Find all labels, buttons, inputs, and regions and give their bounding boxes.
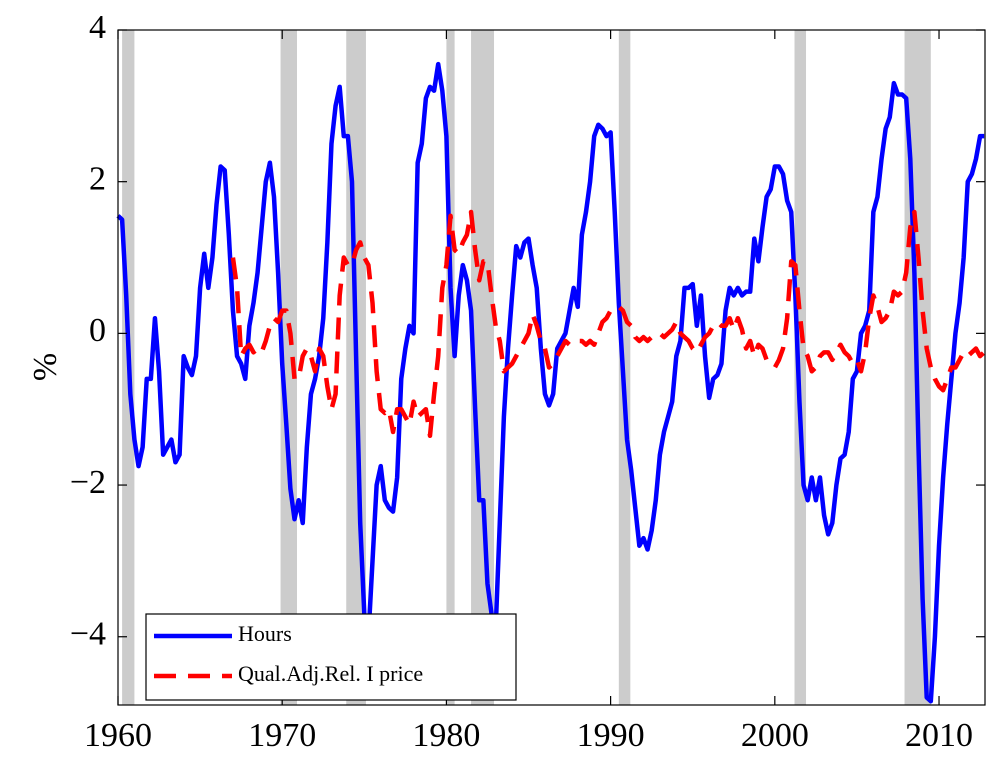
recession-band <box>446 30 455 705</box>
y-tick-label: 2 <box>89 160 106 197</box>
legend-box <box>145 613 517 701</box>
x-tick-label: 1990 <box>577 717 645 754</box>
x-tick-label: 2000 <box>741 717 809 754</box>
y-tick-label: −2 <box>70 464 106 501</box>
y-tick-label: 0 <box>89 312 106 349</box>
y-axis-label: % <box>27 353 64 381</box>
series-line <box>116 61 985 704</box>
legend-label: Qual.Adj.Rel. I price <box>238 661 423 686</box>
x-tick-label: 2010 <box>905 717 973 754</box>
series-line <box>230 209 986 439</box>
plot-frame <box>117 29 986 706</box>
x-tick-label: 1970 <box>248 717 316 754</box>
x-tick-label: 1960 <box>84 717 152 754</box>
x-tick-label: 1980 <box>412 717 480 754</box>
recession-band <box>280 30 297 705</box>
recession-band <box>471 30 495 705</box>
legend-label: Hours <box>238 621 292 646</box>
y-tick-label: 4 <box>89 9 106 46</box>
y-tick-label: −4 <box>70 616 106 653</box>
